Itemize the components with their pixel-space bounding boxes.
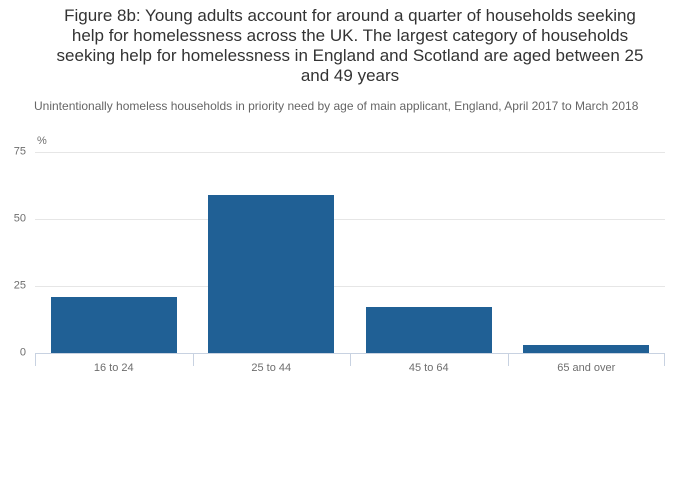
y-tick-label-50: 50: [13, 212, 26, 225]
x-axis-tick-4: [664, 354, 665, 366]
y-axis-unit-label: %: [37, 135, 47, 147]
bar-45-to-64[interactable]: [365, 307, 492, 353]
x-axis-line: [35, 353, 665, 354]
x-axis-tick-3: [507, 354, 509, 366]
x-category-label-1: 25 to 44: [251, 362, 292, 374]
bar-65-and-over[interactable]: [523, 344, 650, 353]
x-category-label-0: 16 to 24: [93, 362, 134, 374]
gridline-75: [35, 152, 665, 153]
gridline-25: [35, 285, 665, 287]
bar-16-to-24[interactable]: [50, 296, 177, 353]
x-category-label-2: 45 to 64: [408, 362, 449, 374]
y-tick-label-75: 75: [13, 145, 26, 158]
y-tick-label-0: 0: [19, 346, 26, 359]
bar-25-to-44[interactable]: [208, 194, 335, 353]
x-axis-tick-1: [192, 354, 194, 366]
y-tick-label-25: 25: [13, 279, 26, 292]
gridline-50: [35, 218, 665, 220]
chart-title: Figure 8b: Young adults account for arou…: [56, 6, 644, 85]
x-axis-tick-2: [350, 354, 351, 366]
chart-subtitle: Unintentionally homeless households in p…: [34, 99, 639, 113]
x-axis-tick-0: [35, 354, 36, 366]
plot-area: % 0 25 50 75 16 to 24 25 to 44 45 to 64 65 and …: [14, 135, 665, 374]
x-category-label-3: 65 and over: [557, 362, 616, 374]
